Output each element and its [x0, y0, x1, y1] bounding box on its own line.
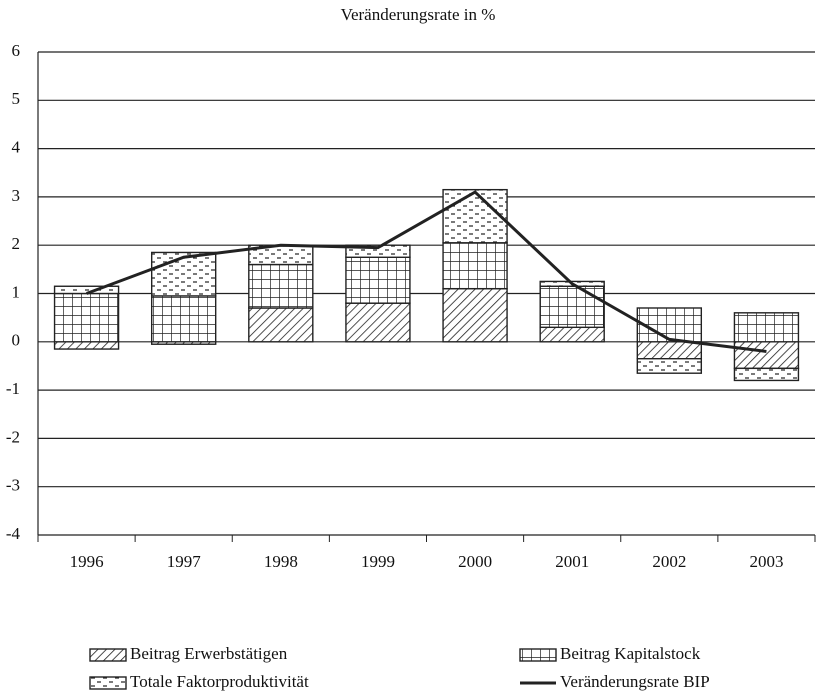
legend-label: Beitrag Erwerbstätigen [130, 644, 288, 663]
legend-swatch [89, 676, 127, 690]
bar-segment [539, 326, 605, 343]
y-tick-label: 0 [12, 331, 21, 350]
bar-segment [248, 307, 314, 343]
bar-segment [150, 295, 217, 343]
bar-segment [442, 287, 508, 343]
y-tick-label: 1 [12, 282, 21, 301]
bar-segment [150, 251, 217, 297]
x-tick-label: 2000 [458, 552, 492, 571]
bar-segment [53, 292, 120, 343]
x-tick-label: 2001 [555, 552, 589, 571]
bar-segment [442, 188, 508, 244]
y-tick-label: -2 [6, 427, 20, 446]
bar-segment [53, 341, 120, 350]
y-tick-label: -4 [6, 524, 21, 543]
chart-title: Veränderungsrate in % [341, 5, 496, 24]
line [86, 190, 767, 353]
bar-segment [636, 307, 703, 343]
y-tick-label: 4 [12, 138, 21, 157]
bar-segment [248, 263, 314, 309]
bar-segment [636, 358, 703, 374]
bar-segment [442, 242, 508, 290]
bar-segment [636, 341, 703, 360]
y-tick-label: -1 [6, 379, 20, 398]
legend-label: Beitrag Kapitalstock [560, 644, 701, 663]
legend-label: Totale Faktorproduktivität [130, 672, 309, 691]
x-tick-label: 1998 [264, 552, 298, 571]
y-tick-label: 6 [12, 41, 21, 60]
y-tick-label: 2 [12, 234, 21, 253]
legend-label: Veränderungsrate BIP [560, 672, 710, 691]
y-tick-label: -3 [6, 476, 20, 495]
legend-swatch [519, 648, 557, 662]
x-tick-label: 1996 [70, 552, 104, 571]
x-tick-label: 1999 [361, 552, 395, 571]
bar-segment [733, 341, 800, 370]
y-tick-label: 5 [12, 89, 21, 108]
bar-segment [733, 367, 800, 382]
bar-segment [345, 256, 411, 304]
bar-segment [733, 312, 800, 343]
legend-swatch [89, 648, 127, 662]
bar-segment [539, 285, 605, 329]
bar-segment [345, 302, 411, 343]
x-tick-label: 2002 [652, 552, 686, 571]
x-tick-label: 1997 [167, 552, 202, 571]
y-tick-label: 3 [12, 186, 21, 205]
x-tick-label: 2003 [749, 552, 783, 571]
